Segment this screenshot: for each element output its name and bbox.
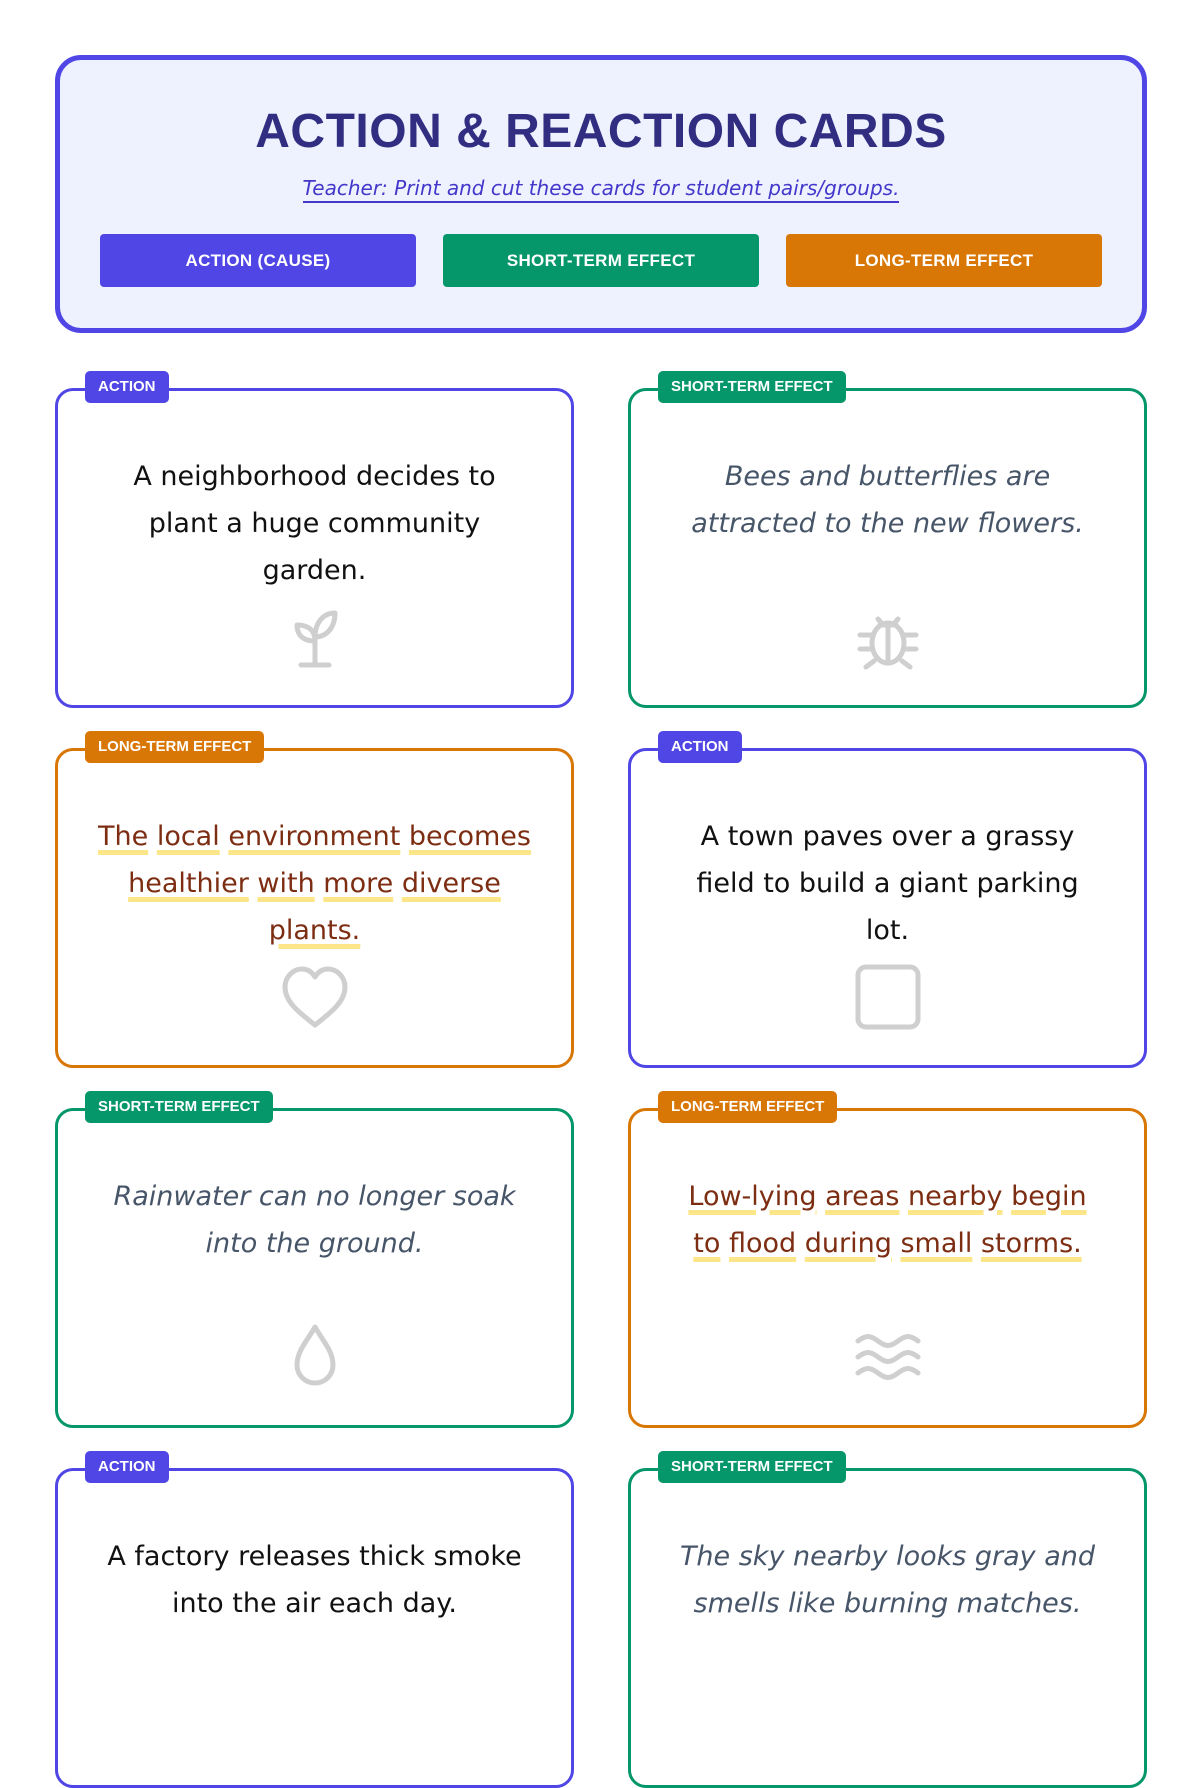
highlight-word: to: [693, 1228, 721, 1259]
card-short: SHORT-TERM EFFECT Rainwater can no longe…: [55, 1091, 574, 1428]
card-tag: SHORT-TERM EFFECT: [658, 1451, 846, 1483]
card-action: ACTION A town paves over a grassy field …: [628, 731, 1147, 1068]
highlight-word: healthier: [128, 868, 249, 899]
card-tag: ACTION: [658, 731, 742, 763]
card-text: The sky nearby looks gray and smells lik…: [679, 1541, 1096, 1619]
card-short: SHORT-TERM EFFECT Bees and butterflies a…: [628, 371, 1147, 708]
card-long: LONG-TERM EFFECT Low-lying areas nearby …: [628, 1091, 1147, 1428]
highlight-word: local: [156, 821, 220, 852]
card-tag: ACTION: [85, 371, 169, 403]
highlight-word: plants.: [268, 915, 361, 946]
heart-icon: [277, 959, 353, 1035]
sprout-icon: [277, 599, 353, 675]
highlight-word: diverse: [401, 868, 501, 899]
legend-short-term: SHORT-TERM EFFECT: [443, 234, 759, 287]
card-tag: LONG-TERM EFFECT: [658, 1091, 838, 1123]
card-action: ACTION A factory releases thick smoke in…: [55, 1451, 574, 1788]
highlight-word: small: [900, 1228, 973, 1259]
card-short: SHORT-TERM EFFECT The sky nearby looks g…: [628, 1451, 1147, 1788]
highlight-word: areas: [825, 1181, 900, 1212]
highlight-word: becomes: [408, 821, 531, 852]
page-title: ACTION & REACTION CARDS: [255, 105, 947, 158]
highlight-word: begin: [1011, 1181, 1087, 1212]
card-text: A neighborhood decides to plant a huge c…: [133, 461, 496, 586]
card-text: A factory releases thick smoke into the …: [107, 1541, 522, 1619]
droplet-icon: [277, 1319, 353, 1395]
card-text: Low-lying areas nearby begin to flood du…: [671, 1173, 1104, 1267]
legend: ACTION (CAUSE) SHORT-TERM EFFECT LONG-TE…: [100, 234, 1102, 287]
legend-long-term: LONG-TERM EFFECT: [786, 234, 1102, 287]
card-text: The local environment becomes healthier …: [98, 813, 531, 954]
card-tag: ACTION: [85, 1451, 169, 1483]
highlight-word: environment: [228, 821, 401, 852]
card-tag: SHORT-TERM EFFECT: [85, 1091, 273, 1123]
highlight-word: storms.: [980, 1228, 1082, 1259]
bug-icon: [850, 599, 926, 675]
card-action: ACTION A neighborhood decides to plant a…: [55, 371, 574, 708]
card-long: LONG-TERM EFFECT The local environment b…: [55, 731, 574, 1068]
card-text: Bees and butterflies are attracted to th…: [691, 461, 1084, 539]
highlight-word: more: [323, 868, 394, 899]
highlight-word: flood: [728, 1228, 797, 1259]
card-tag: SHORT-TERM EFFECT: [658, 371, 846, 403]
legend-action: ACTION (CAUSE): [100, 234, 416, 287]
card-text: A town paves over a grassy field to buil…: [696, 821, 1079, 946]
highlight-word: with: [257, 868, 315, 899]
card-text: Rainwater can no longer soak into the gr…: [113, 1181, 516, 1259]
card-tag: LONG-TERM EFFECT: [85, 731, 265, 763]
header-panel: ACTION & REACTION CARDS Teacher: Print a…: [55, 55, 1147, 333]
teacher-note: Teacher: Print and cut these cards for s…: [302, 175, 900, 203]
highlight-word: Low-lying: [688, 1181, 817, 1212]
highlight-word: during: [804, 1228, 892, 1259]
highlight-word: The: [98, 821, 149, 852]
square-icon: [850, 959, 926, 1035]
highlight-word: nearby: [908, 1181, 1003, 1212]
waves-icon: [850, 1319, 926, 1395]
